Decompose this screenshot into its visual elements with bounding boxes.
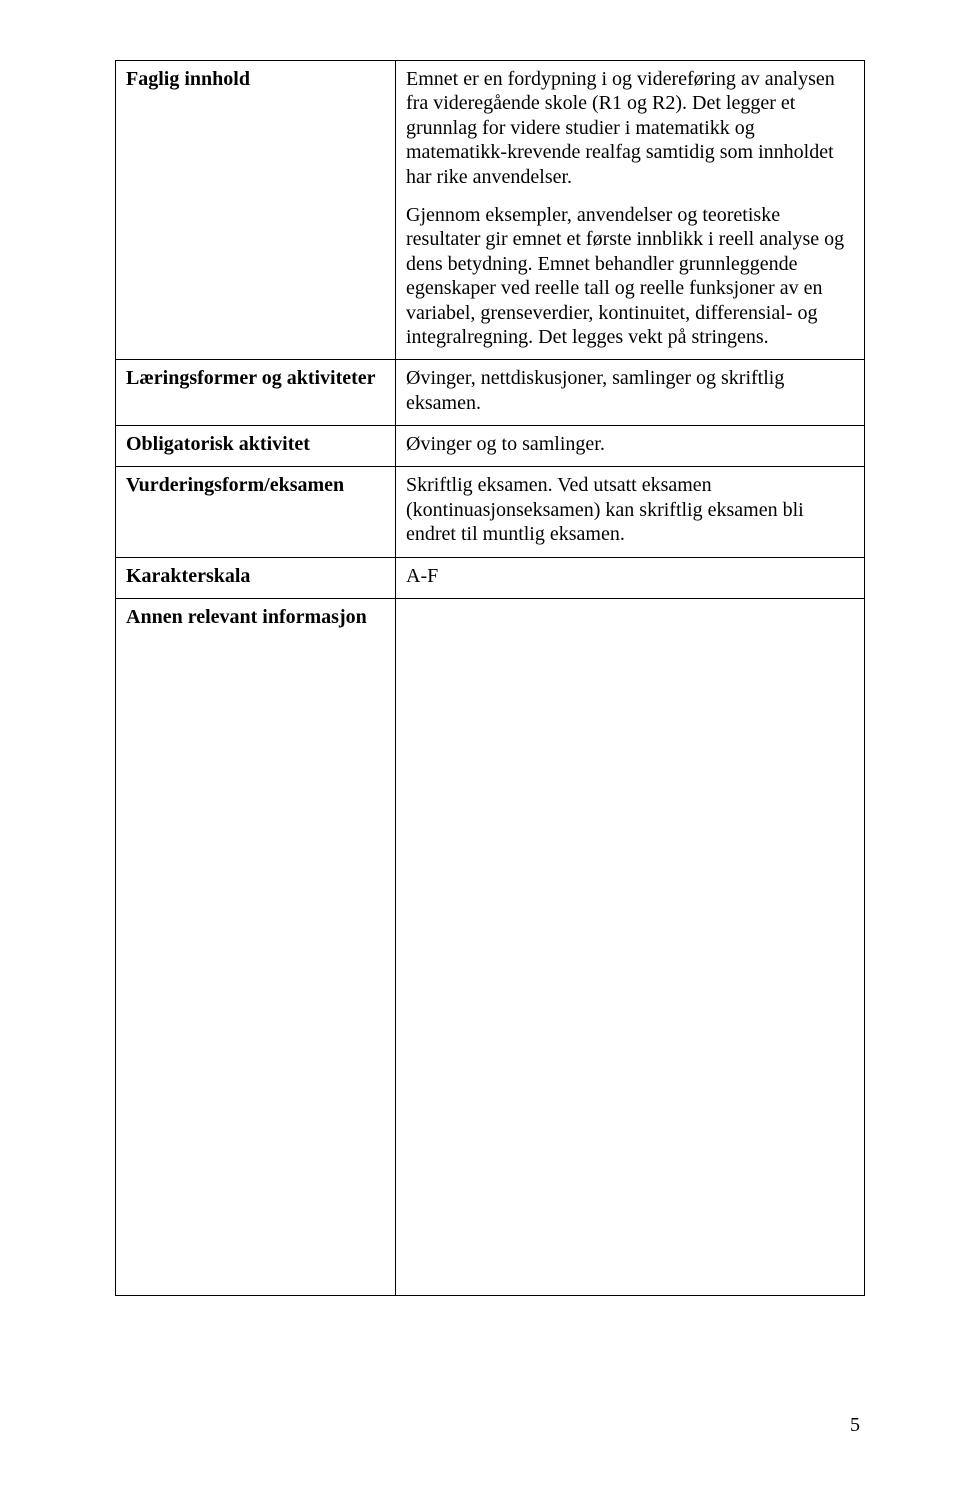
row-value: Skriftlig eksamen. Ved utsatt eksamen (k… [396,467,865,557]
table-row: Karakterskala A-F [116,557,865,598]
row-value: A-F [396,557,865,598]
table-row: Læringsformer og aktiviteter Øvinger, ne… [116,360,865,426]
table-row: Vurderingsform/eksamen Skriftlig eksamen… [116,467,865,557]
row-label: Annen relevant informasjon [116,599,396,1296]
page: Faglig innhold Emnet er en fordypning i … [0,0,960,1485]
course-table: Faglig innhold Emnet er en fordypning i … [115,60,865,1296]
row-value [396,599,865,1296]
row-value: Øvinger, nettdiskusjoner, samlinger og s… [396,360,865,426]
row-label: Karakterskala [116,557,396,598]
table-row: Obligatorisk aktivitet Øvinger og to sam… [116,426,865,467]
row-label: Obligatorisk aktivitet [116,426,396,467]
row-label: Vurderingsform/eksamen [116,467,396,557]
row-label: Faglig innhold [116,61,396,360]
row-value: Øvinger og to samlinger. [396,426,865,467]
row-label: Læringsformer og aktiviteter [116,360,396,426]
paragraph: Gjennom eksempler, anvendelser og teoret… [406,203,854,349]
paragraph: Emnet er en fordypning i og videreføring… [406,67,854,189]
page-number: 5 [850,1414,860,1437]
table-row: Annen relevant informasjon [116,599,865,1296]
row-value: Emnet er en fordypning i og videreføring… [396,61,865,360]
table-row: Faglig innhold Emnet er en fordypning i … [116,61,865,360]
